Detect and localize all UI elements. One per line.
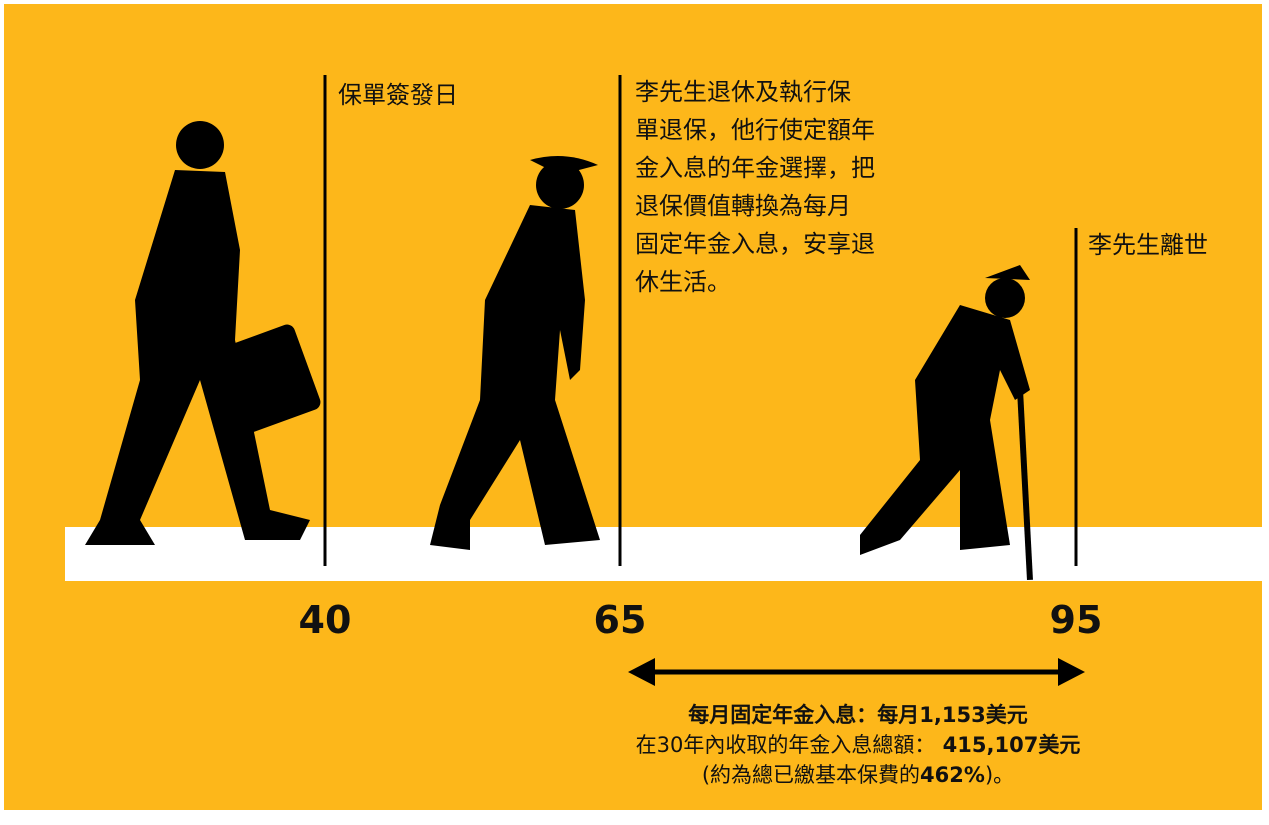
- summary-line: 每月固定年金入息：每月1,153美元: [628, 700, 1088, 730]
- label-line: 固定年金入息，安享退: [635, 230, 875, 258]
- milestone-label: 李先生退休及執行保 單退保，他行使定額年 金入息的年金選擇，把 退保價值轉換為每月 固定…: [635, 73, 875, 301]
- summary-text: 415,107美元: [935, 733, 1081, 757]
- summary-text: 462%: [920, 763, 985, 787]
- summary-text: 每月固定年金入息：每月1,153美元: [688, 703, 1028, 727]
- summary-line: (約為總已繳基本保費的462%)。: [628, 760, 1088, 790]
- label-line: 保單簽發日: [338, 81, 458, 109]
- label-line: 休生活。: [635, 268, 731, 296]
- label-line: 李先生離世: [1088, 231, 1208, 259]
- age-label: 40: [298, 598, 352, 642]
- summary-line: 在30年內收取的年金入息總額： 415,107美元: [628, 730, 1088, 760]
- age-label: 95: [1049, 598, 1103, 642]
- milestone-label: 李先生離世: [1088, 226, 1208, 264]
- label-line: 金入息的年金選擇，把: [635, 154, 875, 182]
- label-line: 退保價值轉換為每月: [635, 192, 851, 220]
- summary-text: )。: [984, 763, 1015, 787]
- silhouettes: [85, 121, 1033, 581]
- summary: 每月固定年金入息：每月1,153美元在30年內收取的年金入息總額： 415,10…: [628, 700, 1088, 790]
- age-label: 65: [593, 598, 647, 642]
- label-line: 單退保，他行使定額年: [635, 116, 875, 144]
- label-line: 李先生退休及執行保: [635, 78, 851, 106]
- milestone-label: 保單簽發日: [338, 76, 458, 114]
- summary-text: (約為總已繳基本保費的: [701, 763, 921, 787]
- summary-text: 在30年內收取的年金入息總額：: [635, 733, 936, 757]
